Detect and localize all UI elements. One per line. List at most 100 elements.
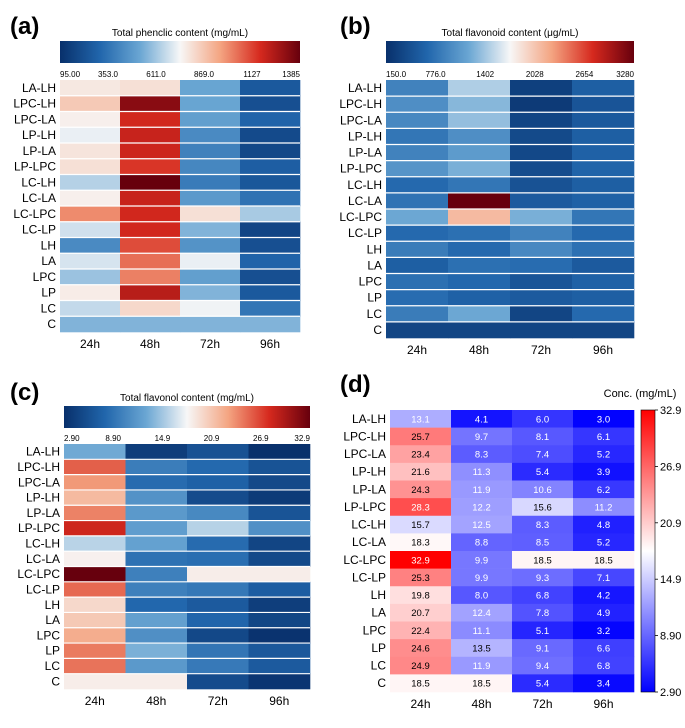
heatmap-cell — [572, 160, 635, 178]
heatmap-cell — [240, 300, 301, 317]
cell-value-label: 15.6 — [533, 502, 552, 513]
heatmap-cell — [240, 284, 301, 301]
colorbar-title: Total flavonoid content (μg/mL) — [442, 28, 579, 39]
heatmap-cell — [120, 221, 181, 238]
heatmap-cell — [180, 80, 241, 97]
row-label: LA — [45, 613, 60, 627]
cell-value-label: 5.2 — [597, 450, 610, 461]
cell-value-label: 18.5 — [533, 555, 552, 566]
colorbar-tick-label: 1402 — [476, 70, 494, 79]
cell-value-label: 9.9 — [475, 555, 488, 566]
heatmap-cell — [386, 192, 449, 210]
heatmap-cell — [512, 410, 574, 428]
heatmap-cell — [180, 221, 241, 238]
heatmap-cell — [512, 533, 574, 552]
heatmap-cell — [572, 209, 635, 226]
heatmap-cell — [120, 269, 181, 286]
heatmap-cell — [64, 627, 126, 644]
heatmap-cell — [512, 462, 574, 481]
heatmap-cell — [451, 639, 513, 658]
heatmap-cell — [187, 566, 249, 583]
colorbar — [64, 406, 310, 428]
heatmap-cell — [248, 612, 311, 629]
heatmap-cell — [248, 597, 311, 613]
cell-value-label: 6.6 — [597, 643, 610, 654]
row-label: LH — [41, 238, 56, 252]
row-label: LC-LPC — [17, 567, 60, 581]
heatmap-cell — [180, 143, 241, 160]
heatmap-cell — [248, 489, 311, 506]
row-label: C — [373, 323, 382, 337]
column-label: 96h — [260, 337, 280, 351]
heatmap-cell — [386, 273, 449, 290]
heatmap-cell — [573, 621, 635, 640]
heatmap-cell — [180, 111, 241, 128]
heatmap-cell — [573, 462, 635, 481]
cell-value-label: 11.9 — [473, 485, 491, 496]
heatmap-cell — [572, 225, 635, 242]
colorbar-tick-label: 20.9 — [660, 518, 681, 530]
heatmap-cell — [187, 627, 249, 644]
heatmap-cell — [60, 158, 121, 175]
row-label: LPC — [363, 623, 387, 637]
colorbar-tick-label: 20.9 — [204, 434, 220, 443]
colorbar-tick-label: 8.90 — [105, 434, 121, 443]
heatmap-cell — [125, 444, 188, 460]
heatmap-cell — [510, 96, 573, 113]
heatmap-cell — [125, 535, 188, 552]
heatmap-cell — [240, 95, 301, 112]
heatmap-cell — [240, 158, 301, 175]
cell-value-label: 4.9 — [597, 608, 610, 619]
row-label: LP — [367, 291, 382, 305]
heatmap-cell — [120, 127, 181, 144]
heatmap-cell — [512, 674, 574, 693]
heatmap-cell — [125, 673, 188, 690]
heatmap-cell — [125, 612, 188, 629]
heatmap-cell — [187, 489, 249, 506]
cell-value-label: 12.5 — [472, 520, 491, 531]
heatmap-cell — [248, 551, 311, 567]
heatmap-cell — [248, 535, 311, 552]
heatmap-cell — [448, 321, 511, 339]
heatmap-cell — [451, 445, 513, 464]
heatmap-cell — [510, 321, 573, 339]
heatmap-cell — [248, 505, 311, 521]
cell-value-label: 5.4 — [536, 679, 549, 690]
cell-value-label: 6.2 — [597, 485, 610, 496]
heatmap-cell — [390, 674, 452, 693]
heatmap-cell — [510, 273, 573, 290]
heatmap-cell — [240, 206, 301, 223]
heatmap-cell — [512, 603, 574, 622]
heatmap-cell — [64, 489, 126, 506]
column-label: 24h — [80, 337, 100, 351]
heatmap-cell — [448, 289, 511, 307]
heatmap-cell — [448, 80, 511, 97]
row-label: LH — [45, 598, 60, 612]
heatmap-cell — [64, 597, 126, 613]
heatmap-cell — [572, 176, 635, 194]
heatmap-cell — [60, 174, 121, 191]
cell-value-label: 9.4 — [536, 661, 549, 672]
cell-value-label: 24.9 — [411, 661, 430, 672]
cell-value-label: 4.1 — [475, 414, 488, 425]
heatmap-cell — [510, 112, 573, 129]
cell-value-label: 28.3 — [411, 502, 430, 513]
heatmap-cell — [180, 174, 241, 191]
row-label: LA-LH — [352, 412, 386, 426]
heatmap-cell — [180, 253, 241, 270]
colorbar — [60, 41, 300, 63]
heatmap-cell — [512, 568, 574, 587]
heatmap-cell — [386, 321, 449, 339]
row-label: LC-LP — [26, 582, 60, 596]
heatmap-cell — [386, 96, 449, 113]
heatmap-cell — [187, 444, 249, 460]
heatmap-cell — [187, 520, 249, 537]
row-label: LP-LA — [353, 482, 386, 496]
heatmap-cell — [386, 241, 449, 258]
heatmap-cell — [448, 305, 511, 323]
cell-value-label: 6.0 — [536, 414, 549, 425]
heatmap-cell — [125, 489, 188, 506]
heatmap-cell — [120, 237, 181, 254]
cell-value-label: 7.1 — [597, 573, 610, 584]
